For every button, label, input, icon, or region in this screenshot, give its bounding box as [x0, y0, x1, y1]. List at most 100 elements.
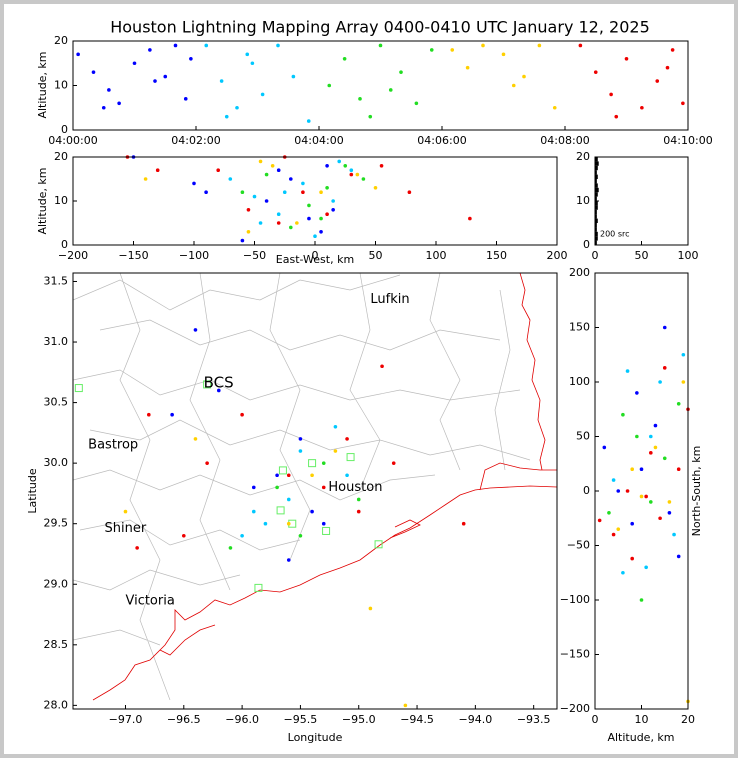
- source-point: [260, 92, 265, 97]
- y-tick-label: 20: [54, 34, 68, 47]
- source-point: [310, 473, 314, 478]
- source-point: [289, 225, 293, 230]
- y-tick-label: −50: [567, 539, 590, 552]
- source-point: [193, 328, 198, 332]
- histogram-bar: [595, 183, 598, 188]
- source-point: [337, 159, 342, 164]
- source-point: [414, 101, 419, 106]
- source-point: [148, 48, 152, 52]
- source-point: [333, 425, 338, 429]
- source-point: [611, 478, 616, 482]
- source-point: [649, 451, 653, 455]
- x-tick-label: −50: [243, 249, 266, 262]
- source-point: [181, 534, 186, 538]
- source-point: [286, 521, 291, 526]
- source-point: [450, 48, 455, 52]
- histogram-bar: [595, 187, 599, 193]
- y-tick-label: 200: [569, 266, 590, 279]
- source-point: [205, 461, 209, 465]
- y-tick-label: 20: [576, 150, 590, 163]
- source-point: [147, 412, 151, 417]
- source-point: [676, 402, 681, 406]
- histogram-bar: [595, 240, 597, 245]
- source-point: [298, 437, 303, 441]
- histogram-bar: [595, 196, 597, 201]
- source-point: [321, 485, 326, 490]
- x-tick-label: 04:00:00: [48, 134, 97, 147]
- source-point: [468, 216, 472, 221]
- station: [346, 453, 355, 462]
- x-tick-label: −200: [58, 249, 88, 262]
- source-point: [653, 445, 658, 450]
- x-tick-label: 0: [592, 249, 599, 262]
- source-point: [407, 190, 412, 194]
- source-point: [246, 230, 251, 234]
- x-tick-label: 04:04:00: [294, 134, 343, 147]
- source-point: [614, 114, 619, 119]
- source-point: [676, 554, 681, 559]
- source-point: [578, 43, 583, 48]
- y-tick-label: 10: [54, 194, 68, 207]
- source-point: [625, 369, 630, 373]
- source-point: [276, 212, 281, 216]
- plot-frame: [594, 272, 689, 710]
- source-point: [649, 500, 653, 504]
- source-point: [635, 391, 639, 395]
- source-point: [522, 74, 526, 79]
- source-point: [286, 558, 291, 562]
- y-tick-label: 0: [583, 238, 590, 251]
- source-point: [333, 449, 338, 453]
- source-point: [252, 194, 257, 199]
- source-point: [117, 101, 121, 106]
- y-tick-label: 0: [583, 484, 590, 497]
- source-point: [639, 598, 644, 602]
- source-point: [331, 208, 335, 212]
- station: [374, 540, 383, 549]
- source-point: [307, 203, 311, 208]
- source-point: [258, 221, 263, 225]
- source-point: [355, 172, 360, 177]
- source-point: [655, 79, 660, 83]
- y-tick-label: 30.0: [44, 456, 69, 469]
- x-tick-label: −96.5: [167, 713, 201, 726]
- source-point: [228, 177, 233, 181]
- source-point: [611, 532, 616, 537]
- x-axis-label: Altitude, km: [607, 731, 674, 744]
- source-point: [319, 216, 323, 221]
- source-point: [670, 48, 675, 52]
- source-point: [216, 388, 221, 393]
- x-tick-label: 50: [635, 249, 649, 262]
- x-tick-label: −95.0: [342, 713, 376, 726]
- y-tick-label: 29.0: [44, 577, 69, 590]
- source-point: [143, 177, 148, 181]
- histogram-bar: [595, 161, 599, 166]
- source-point: [251, 485, 256, 490]
- x-tick-label: 200: [547, 249, 568, 262]
- histogram-bar: [595, 214, 597, 219]
- y-axis-label: Altitude, km: [36, 51, 49, 118]
- y-tick-label: 30.5: [44, 396, 69, 409]
- source-point: [373, 186, 378, 190]
- source-point: [286, 473, 291, 478]
- source-point: [251, 509, 256, 514]
- x-tick-label: 10: [635, 713, 649, 726]
- source-point: [298, 449, 303, 453]
- plot-frame: [72, 156, 558, 246]
- source-point: [501, 52, 506, 57]
- histogram-bar: [595, 179, 597, 184]
- source-point: [276, 43, 280, 48]
- source-point: [399, 70, 403, 74]
- histogram-bar: [595, 170, 597, 175]
- source-point: [368, 606, 373, 611]
- source-point: [170, 412, 174, 417]
- source-point: [298, 534, 303, 538]
- source-point: [291, 74, 296, 79]
- source-point: [321, 521, 326, 526]
- source-point: [276, 168, 281, 172]
- source-point: [681, 380, 686, 384]
- histogram-bar: [595, 192, 598, 197]
- station: [74, 384, 83, 393]
- source-point: [155, 168, 160, 172]
- source-point: [676, 467, 681, 472]
